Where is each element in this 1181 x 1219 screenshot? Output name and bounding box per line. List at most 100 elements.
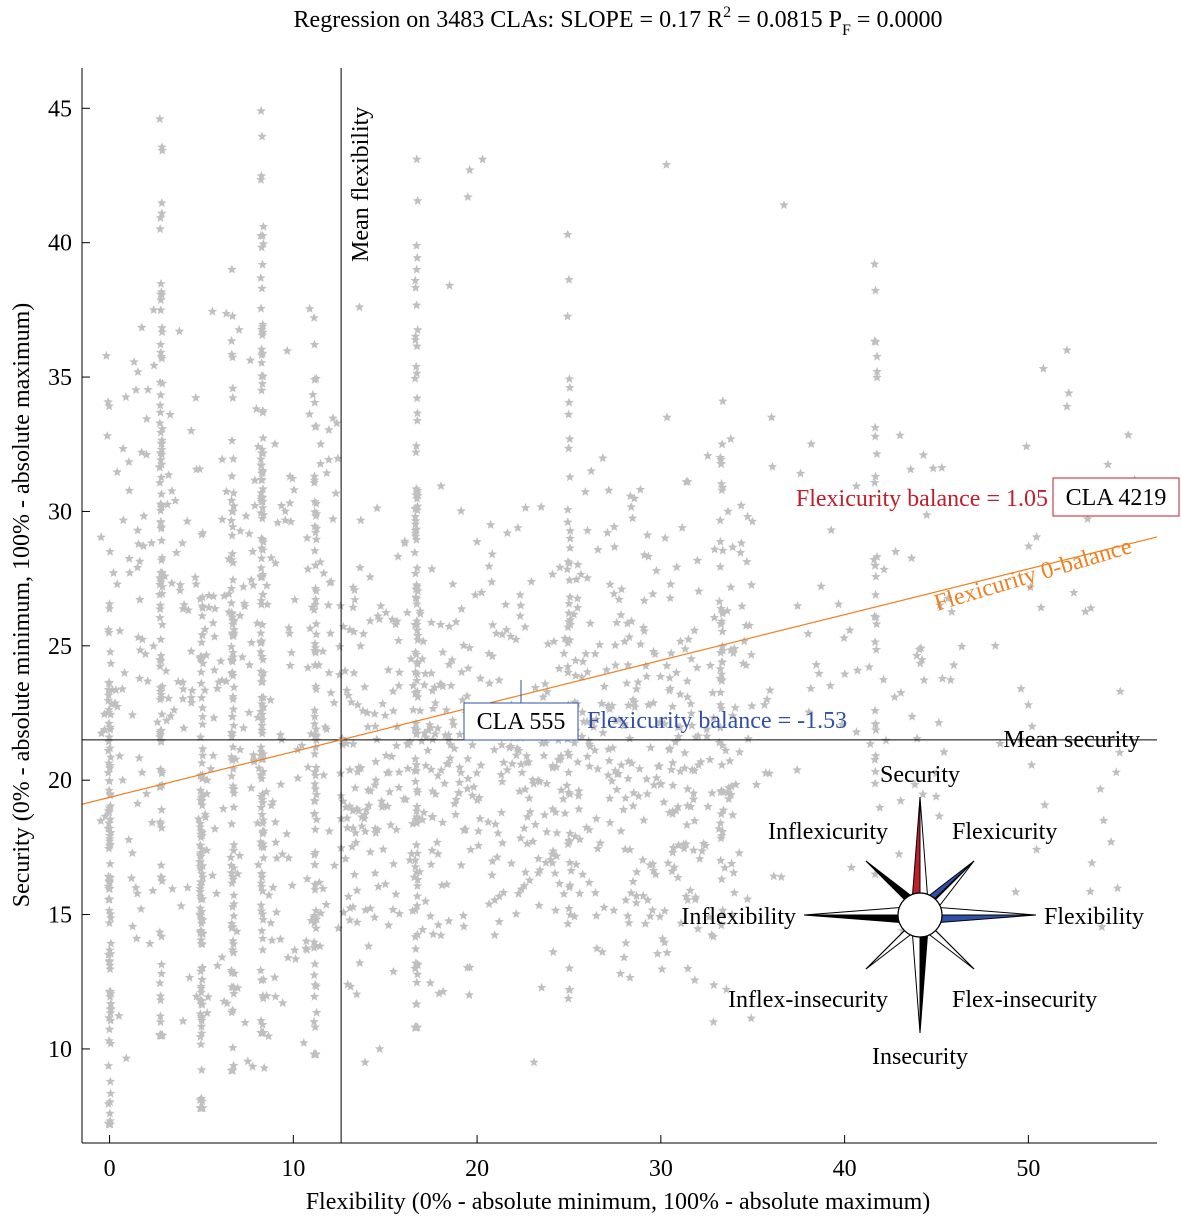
- data-point: [530, 682, 541, 692]
- data-point: [228, 521, 238, 531]
- data-point: [157, 768, 167, 778]
- data-point: [363, 785, 373, 795]
- data-point: [156, 305, 166, 315]
- data-point: [605, 817, 615, 827]
- data-point: [229, 802, 239, 812]
- data-point: [275, 729, 286, 739]
- data-point: [494, 891, 504, 901]
- data-point: [667, 808, 678, 818]
- data-point: [227, 548, 238, 558]
- data-point: [191, 991, 202, 1001]
- data-point: [445, 753, 455, 763]
- data-point: [195, 1103, 206, 1113]
- data-point: [454, 787, 464, 797]
- data-point: [676, 918, 686, 928]
- data-point: [430, 698, 441, 708]
- data-point: [614, 594, 624, 604]
- data-point: [283, 952, 293, 962]
- data-point: [202, 788, 212, 798]
- data-point: [743, 733, 753, 743]
- data-point: [622, 618, 633, 628]
- data-point: [156, 968, 167, 978]
- data-point: [266, 553, 276, 562]
- data-point: [502, 765, 512, 775]
- data-point: [633, 677, 643, 687]
- data-point: [562, 564, 573, 574]
- data-point: [890, 546, 901, 556]
- data-point: [554, 663, 564, 673]
- data-point: [559, 648, 569, 658]
- data-point: [391, 824, 402, 834]
- data-point: [516, 884, 527, 894]
- data-point: [309, 991, 320, 1001]
- data-point: [256, 448, 267, 458]
- data-point: [492, 852, 502, 862]
- data-point: [487, 620, 498, 629]
- data-point: [360, 826, 370, 836]
- data-point: [348, 739, 358, 749]
- data-point: [105, 814, 116, 824]
- data-point: [412, 686, 422, 696]
- data-point: [406, 654, 416, 663]
- data-point: [708, 713, 719, 722]
- data-point: [716, 703, 727, 713]
- data-point: [682, 820, 692, 829]
- data-point: [310, 397, 320, 407]
- data-point: [228, 704, 239, 714]
- data-point: [227, 506, 237, 516]
- data-point: [934, 717, 944, 727]
- data-point: [212, 960, 223, 970]
- data-point: [257, 789, 268, 799]
- data-point: [252, 818, 263, 828]
- data-point: [127, 710, 138, 720]
- data-point: [655, 671, 666, 681]
- data-point: [870, 718, 881, 728]
- data-point: [256, 171, 267, 181]
- data-point: [667, 847, 678, 857]
- data-point: [612, 784, 622, 794]
- data-point: [137, 322, 147, 332]
- data-point: [470, 590, 481, 599]
- mean-flexibility-label: Mean flexibility: [348, 107, 374, 262]
- data-point: [200, 685, 210, 695]
- data-point: [124, 834, 134, 844]
- data-point: [738, 658, 748, 668]
- data-point: [542, 778, 552, 788]
- data-point: [564, 608, 574, 618]
- data-point: [652, 948, 663, 958]
- data-point: [384, 767, 394, 777]
- data-point: [325, 628, 336, 638]
- data-point: [569, 609, 579, 619]
- data-point: [391, 740, 402, 750]
- data-point: [393, 551, 403, 561]
- data-point: [717, 657, 727, 667]
- data-point: [226, 598, 237, 608]
- data-point: [709, 544, 720, 554]
- data-point: [105, 1108, 115, 1118]
- data-point: [309, 808, 320, 818]
- data-point: [665, 593, 675, 603]
- data-point: [155, 995, 166, 1005]
- data-point: [839, 633, 849, 643]
- data-point: [96, 728, 107, 738]
- data-point: [310, 779, 320, 789]
- data-point: [598, 727, 608, 737]
- data-point: [715, 722, 726, 732]
- data-point: [707, 687, 718, 697]
- data-point: [582, 573, 593, 583]
- data-point: [141, 414, 152, 424]
- data-point: [577, 731, 587, 741]
- data-point: [616, 610, 626, 619]
- data-point: [124, 457, 134, 466]
- data-point: [1106, 837, 1116, 846]
- data-point: [571, 859, 581, 869]
- data-point: [139, 511, 149, 521]
- data-point: [458, 910, 469, 920]
- data-point: [248, 580, 258, 590]
- data-point: [257, 720, 267, 730]
- data-point: [563, 504, 573, 514]
- data-point: [217, 514, 227, 524]
- data-point: [444, 916, 454, 926]
- data-point: [258, 702, 269, 712]
- data-point: [309, 937, 319, 947]
